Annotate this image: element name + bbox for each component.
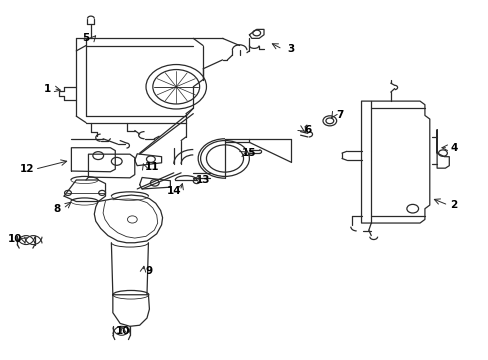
Text: 9: 9 <box>145 266 153 276</box>
Text: 13: 13 <box>195 175 210 185</box>
Text: 15: 15 <box>242 148 256 158</box>
Text: 10: 10 <box>115 325 130 336</box>
Text: 14: 14 <box>166 186 181 196</box>
Text: 10: 10 <box>8 234 22 244</box>
Text: 12: 12 <box>20 164 35 174</box>
Text: 8: 8 <box>53 204 61 214</box>
Text: 11: 11 <box>144 162 159 172</box>
Text: 2: 2 <box>449 200 457 210</box>
Text: 7: 7 <box>335 111 343 121</box>
Text: 6: 6 <box>304 125 311 135</box>
Text: 3: 3 <box>286 44 294 54</box>
Text: 4: 4 <box>449 143 457 153</box>
Text: 1: 1 <box>43 84 51 94</box>
Text: 5: 5 <box>82 33 89 43</box>
